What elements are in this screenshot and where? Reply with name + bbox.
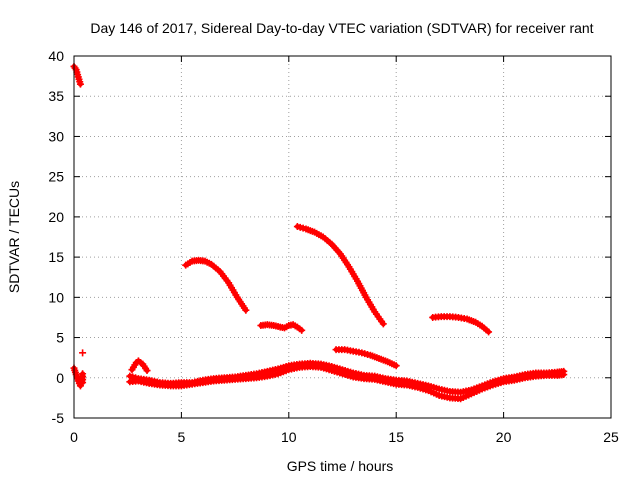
y-tick-label: -5 <box>52 410 65 426</box>
chart-title: Day 146 of 2017, Sidereal Day-to-day VTE… <box>90 20 593 36</box>
series-arc-9 <box>293 223 387 328</box>
series-arc-3 <box>79 349 87 357</box>
series-arc-8 <box>257 321 306 334</box>
y-tick-label: 5 <box>56 330 64 346</box>
series-arc-11 <box>429 313 493 336</box>
y-tick-label: 30 <box>48 128 64 144</box>
plot-frame <box>73 55 612 419</box>
data-point <box>560 371 568 379</box>
data-point <box>76 80 84 88</box>
data-point <box>79 379 87 387</box>
data-point <box>143 367 151 375</box>
series-arc-2 <box>70 364 87 390</box>
series-arc-4 <box>128 357 151 375</box>
y-tick-label: 20 <box>48 209 64 225</box>
series-arc-7 <box>182 256 250 314</box>
y-tick-label: 25 <box>48 169 64 185</box>
x-tick-label: 15 <box>388 429 404 445</box>
x-tick-label: 20 <box>496 429 512 445</box>
y-tick-label: 10 <box>48 289 64 305</box>
y-tick-label: 35 <box>48 88 64 104</box>
data-point <box>379 320 387 328</box>
y-tick-label: 0 <box>56 370 64 386</box>
x-tick-label: 10 <box>281 429 297 445</box>
data-point <box>79 349 87 357</box>
y-axis-label: SDTVAR / TECUs <box>6 181 22 293</box>
grid <box>74 56 611 418</box>
series-arc-6 <box>126 363 568 403</box>
series-arc-10 <box>332 346 400 370</box>
y-tick-label: 40 <box>48 48 64 64</box>
x-tick-label: 25 <box>603 429 619 445</box>
data-series <box>70 62 568 403</box>
x-axis-label: GPS time / hours <box>287 458 394 474</box>
data-point <box>485 328 493 336</box>
x-tick-label: 0 <box>70 429 78 445</box>
y-tick-label: 15 <box>48 249 64 265</box>
data-point <box>392 362 400 370</box>
data-point <box>242 306 250 314</box>
x-tick-label: 5 <box>178 429 186 445</box>
series-arc-1 <box>70 62 84 88</box>
data-point <box>298 326 306 334</box>
